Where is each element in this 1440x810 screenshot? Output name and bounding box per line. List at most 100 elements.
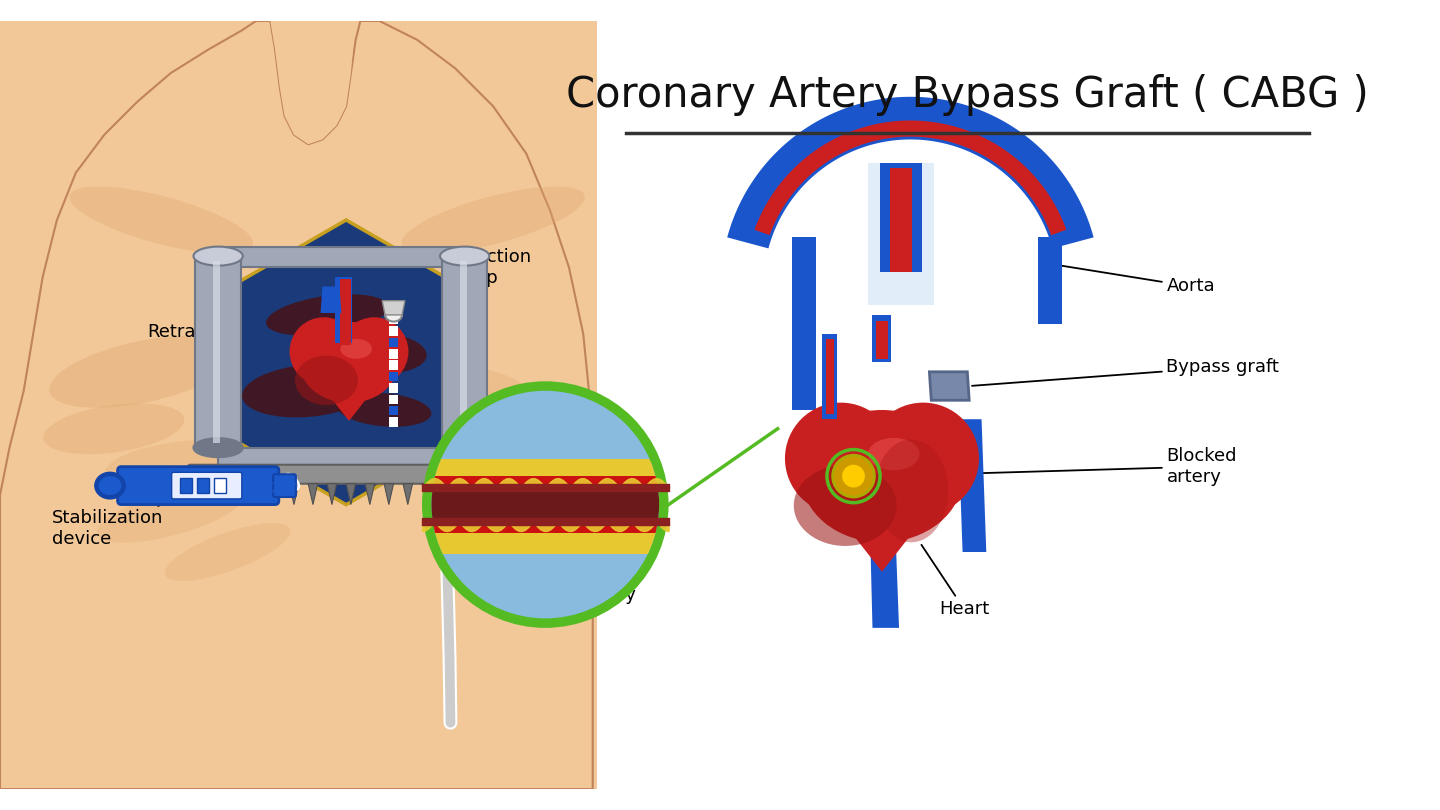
Circle shape [842, 465, 865, 488]
Ellipse shape [95, 472, 125, 499]
Polygon shape [441, 484, 451, 505]
Polygon shape [827, 339, 834, 415]
Polygon shape [213, 484, 223, 505]
Polygon shape [442, 256, 488, 448]
Polygon shape [480, 484, 488, 505]
Ellipse shape [337, 393, 432, 427]
Text: Blocked
artery: Blocked artery [883, 447, 1237, 486]
Circle shape [340, 318, 409, 386]
Polygon shape [868, 163, 935, 305]
Polygon shape [422, 484, 432, 505]
Polygon shape [389, 406, 399, 416]
Polygon shape [459, 484, 469, 505]
Polygon shape [389, 326, 399, 336]
Polygon shape [0, 21, 598, 789]
FancyBboxPatch shape [274, 474, 295, 497]
Ellipse shape [441, 246, 490, 266]
Text: Plaque blockage: Plaque blockage [474, 424, 622, 492]
Polygon shape [215, 478, 226, 493]
Polygon shape [801, 469, 963, 572]
Polygon shape [871, 552, 899, 628]
Polygon shape [308, 484, 318, 505]
Circle shape [422, 382, 668, 628]
Text: Aorta: Aorta [1045, 263, 1215, 296]
Ellipse shape [801, 410, 963, 542]
Polygon shape [389, 349, 399, 359]
Polygon shape [225, 222, 468, 503]
Polygon shape [389, 417, 399, 427]
Polygon shape [382, 301, 405, 315]
Ellipse shape [413, 433, 536, 481]
Polygon shape [252, 484, 261, 505]
Ellipse shape [242, 364, 374, 417]
Polygon shape [389, 394, 399, 404]
Ellipse shape [295, 356, 359, 405]
Ellipse shape [340, 339, 372, 359]
Polygon shape [217, 448, 465, 467]
Polygon shape [180, 478, 192, 493]
Ellipse shape [98, 485, 245, 543]
Ellipse shape [193, 438, 243, 457]
Polygon shape [958, 420, 986, 552]
Polygon shape [822, 334, 838, 420]
Polygon shape [0, 21, 593, 789]
Ellipse shape [874, 439, 948, 542]
Polygon shape [334, 277, 351, 343]
Circle shape [432, 390, 660, 618]
Polygon shape [755, 121, 1067, 235]
Polygon shape [1038, 237, 1063, 324]
Ellipse shape [238, 372, 426, 429]
Polygon shape [232, 484, 242, 505]
FancyBboxPatch shape [118, 467, 279, 505]
Text: Heart: Heart [922, 545, 989, 618]
Polygon shape [340, 279, 351, 345]
Polygon shape [389, 383, 399, 393]
Polygon shape [403, 484, 412, 505]
Ellipse shape [868, 438, 920, 471]
Text: Coronary artery: Coronary artery [492, 540, 636, 603]
Ellipse shape [105, 440, 275, 493]
Polygon shape [389, 315, 399, 324]
Ellipse shape [402, 186, 585, 254]
Text: Bypass graft: Bypass graft [972, 358, 1279, 386]
Polygon shape [176, 465, 507, 484]
FancyBboxPatch shape [171, 472, 242, 499]
Polygon shape [321, 287, 341, 313]
Polygon shape [194, 484, 204, 505]
Polygon shape [389, 360, 399, 370]
Circle shape [832, 455, 874, 497]
Ellipse shape [441, 438, 490, 457]
Polygon shape [0, 21, 1365, 789]
Polygon shape [727, 97, 1093, 249]
Ellipse shape [43, 403, 184, 454]
Ellipse shape [49, 336, 235, 407]
Ellipse shape [98, 476, 121, 495]
Ellipse shape [166, 523, 291, 581]
Circle shape [867, 403, 979, 514]
Polygon shape [890, 168, 913, 272]
Polygon shape [389, 372, 399, 382]
Polygon shape [384, 484, 393, 505]
Text: Stabilization
device: Stabilization device [52, 487, 202, 548]
Ellipse shape [300, 422, 459, 474]
Polygon shape [422, 459, 668, 478]
Circle shape [785, 403, 897, 514]
Polygon shape [873, 315, 891, 362]
Text: Coronary Artery Bypass Graft ( CABG ): Coronary Artery Bypass Graft ( CABG ) [566, 74, 1368, 116]
Polygon shape [289, 484, 298, 505]
Polygon shape [389, 338, 399, 347]
Polygon shape [300, 358, 399, 421]
Polygon shape [422, 476, 668, 488]
Polygon shape [327, 484, 337, 505]
Polygon shape [422, 522, 668, 533]
Polygon shape [197, 478, 209, 493]
Ellipse shape [266, 294, 389, 335]
Polygon shape [225, 222, 468, 503]
Polygon shape [929, 372, 969, 400]
Ellipse shape [69, 186, 253, 254]
Polygon shape [366, 484, 374, 505]
Polygon shape [880, 163, 922, 272]
Ellipse shape [380, 364, 531, 418]
Ellipse shape [384, 309, 402, 322]
Polygon shape [176, 484, 184, 505]
